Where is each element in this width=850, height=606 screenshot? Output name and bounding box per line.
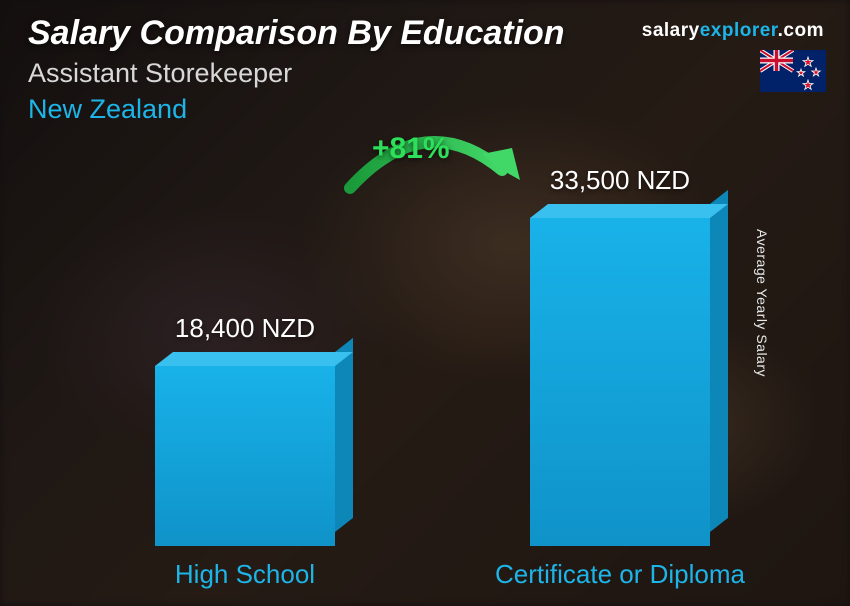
flag-icon xyxy=(760,50,826,92)
bar-top xyxy=(155,352,353,366)
y-axis-label: Average Yearly Salary xyxy=(754,229,770,377)
bar-high-school xyxy=(155,366,335,546)
bar-top xyxy=(530,204,728,218)
bar-certificate-diploma xyxy=(530,218,710,546)
brand-suffix: .com xyxy=(778,20,824,41)
bar-front xyxy=(530,218,710,546)
content-layer: Salary Comparison By Education Assistant… xyxy=(0,0,850,606)
bar-side xyxy=(710,190,728,532)
bar-side xyxy=(335,338,353,532)
page-title: Salary Comparison By Education xyxy=(28,14,565,53)
bar-label-0: High School xyxy=(95,559,395,590)
bar-label-1: Certificate or Diploma xyxy=(470,559,770,590)
bar-value-0: 18,400 NZD xyxy=(115,313,375,344)
brand-part2: explorer xyxy=(700,20,778,41)
job-subtitle: Assistant Storekeeper xyxy=(28,58,292,89)
increase-percent: +81% xyxy=(372,132,450,166)
brand-part1: salary xyxy=(642,20,700,41)
country-label: New Zealand xyxy=(28,94,187,125)
bar-front xyxy=(155,366,335,546)
brand-logo: salaryexplorer.com xyxy=(642,20,824,42)
